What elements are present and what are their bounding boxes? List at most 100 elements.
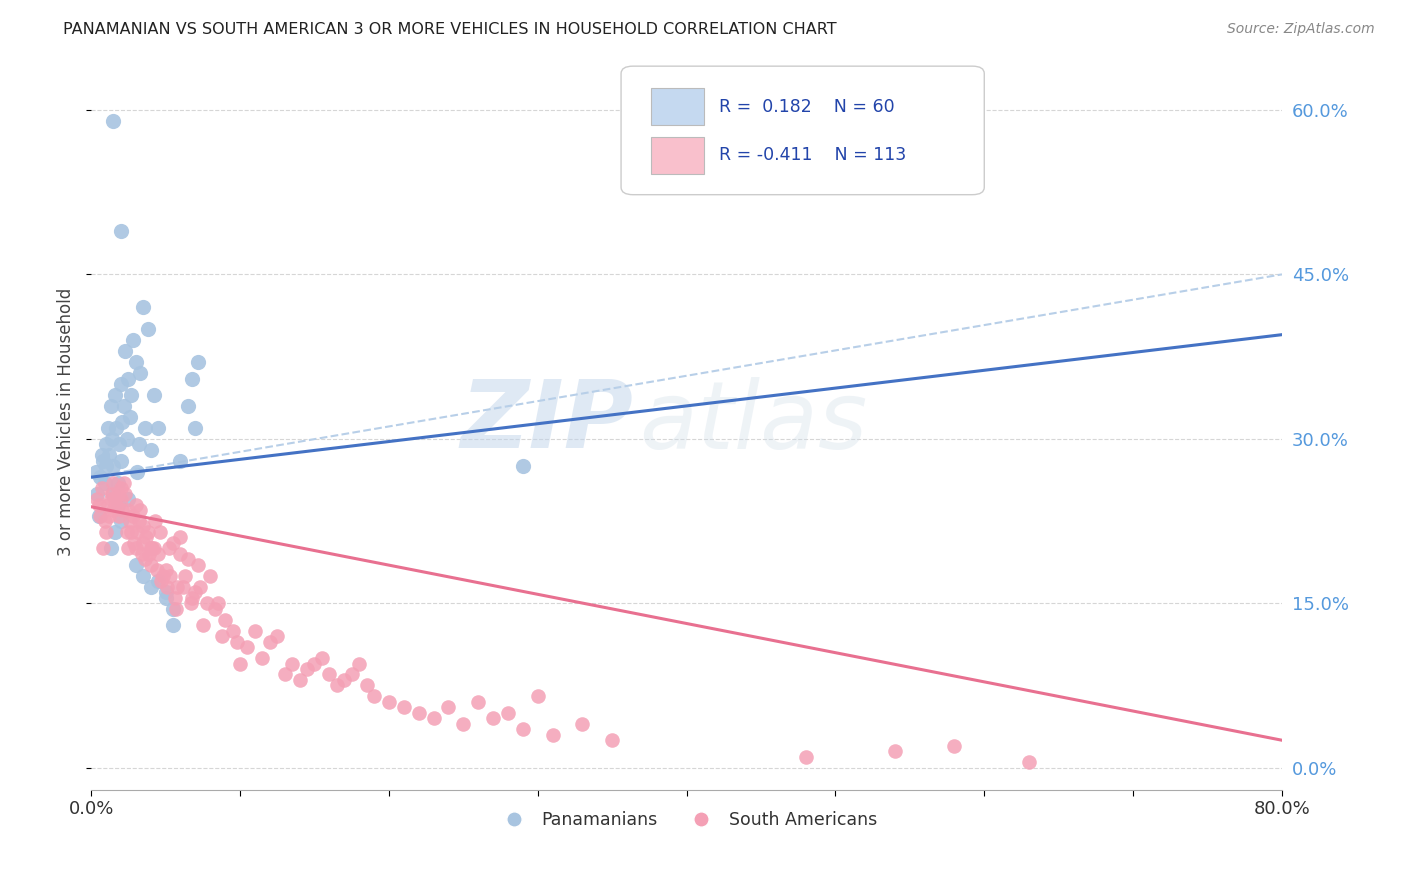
Point: [96, 421, 118, 435]
Point: [101, 486, 124, 500]
Point: [118, 409, 141, 424]
Point: [111, 415, 134, 429]
Point: [94, 459, 117, 474]
Point: [169, 547, 191, 561]
Point: [96, 498, 118, 512]
Point: [139, 558, 162, 572]
Point: [943, 739, 966, 753]
Text: R =  0.182    N = 60: R = 0.182 N = 60: [718, 97, 894, 115]
Point: [155, 563, 177, 577]
Point: [146, 547, 169, 561]
Point: [100, 492, 122, 507]
Point: [89, 470, 111, 484]
Point: [347, 657, 370, 671]
Point: [118, 514, 141, 528]
Point: [340, 667, 363, 681]
Text: atlas: atlas: [638, 376, 868, 467]
Point: [482, 711, 505, 725]
Point: [117, 371, 139, 385]
Point: [110, 376, 132, 391]
Point: [103, 503, 125, 517]
Point: [184, 421, 207, 435]
Point: [288, 673, 311, 687]
Point: [266, 629, 288, 643]
Point: [132, 519, 155, 533]
Point: [121, 508, 143, 523]
Point: [252, 651, 274, 665]
Point: [104, 492, 127, 507]
Point: [139, 442, 162, 457]
Y-axis label: 3 or more Vehicles in Household: 3 or more Vehicles in Household: [58, 288, 75, 557]
Point: [437, 700, 460, 714]
Point: [467, 695, 489, 709]
Point: [214, 613, 236, 627]
Point: [117, 541, 139, 556]
Point: [93, 475, 115, 490]
Point: [110, 454, 132, 468]
Bar: [651, 88, 704, 125]
Point: [107, 486, 129, 500]
Point: [129, 366, 152, 380]
Point: [155, 591, 177, 605]
Point: [103, 486, 125, 500]
Point: [157, 541, 180, 556]
Point: [132, 300, 155, 314]
Point: [243, 624, 266, 638]
Point: [211, 629, 233, 643]
Point: [125, 541, 148, 556]
Point: [363, 690, 385, 704]
Legend: Panamanians, South Americans: Panamanians, South Americans: [489, 804, 884, 836]
Point: [84, 465, 107, 479]
Point: [135, 531, 157, 545]
Point: [128, 514, 150, 528]
Point: [104, 524, 127, 539]
FancyBboxPatch shape: [621, 66, 984, 194]
Point: [103, 459, 125, 474]
Point: [496, 706, 519, 720]
Point: [146, 421, 169, 435]
Point: [93, 514, 115, 528]
Point: [107, 475, 129, 490]
Point: [127, 524, 149, 539]
Point: [94, 524, 117, 539]
Point: [120, 524, 142, 539]
Point: [115, 524, 138, 539]
Point: [304, 657, 326, 671]
Point: [162, 536, 184, 550]
Point: [453, 716, 475, 731]
Point: [146, 574, 169, 589]
Point: [166, 580, 188, 594]
Point: [159, 569, 181, 583]
Point: [136, 524, 159, 539]
Point: [200, 569, 222, 583]
Point: [110, 492, 132, 507]
Point: [139, 541, 162, 556]
Point: [115, 432, 138, 446]
Point: [163, 591, 186, 605]
Point: [86, 492, 108, 507]
Point: [165, 601, 187, 615]
Point: [89, 508, 111, 523]
Point: [195, 596, 218, 610]
Point: [103, 114, 125, 128]
Point: [112, 399, 135, 413]
Point: [100, 399, 122, 413]
Point: [142, 388, 165, 402]
Point: [90, 481, 112, 495]
Point: [108, 437, 131, 451]
Point: [141, 541, 163, 556]
Point: [124, 536, 146, 550]
Point: [105, 498, 128, 512]
Bar: [651, 137, 704, 174]
Text: PANAMANIAN VS SOUTH AMERICAN 3 OR MORE VEHICLES IN HOUSEHOLD CORRELATION CHART: PANAMANIAN VS SOUTH AMERICAN 3 OR MORE V…: [63, 22, 837, 37]
Point: [181, 591, 204, 605]
Point: [111, 503, 134, 517]
Point: [181, 371, 204, 385]
Point: [90, 448, 112, 462]
Point: [120, 388, 142, 402]
Point: [422, 711, 444, 725]
Point: [86, 486, 108, 500]
Point: [114, 486, 136, 500]
Point: [125, 355, 148, 369]
Point: [184, 585, 207, 599]
